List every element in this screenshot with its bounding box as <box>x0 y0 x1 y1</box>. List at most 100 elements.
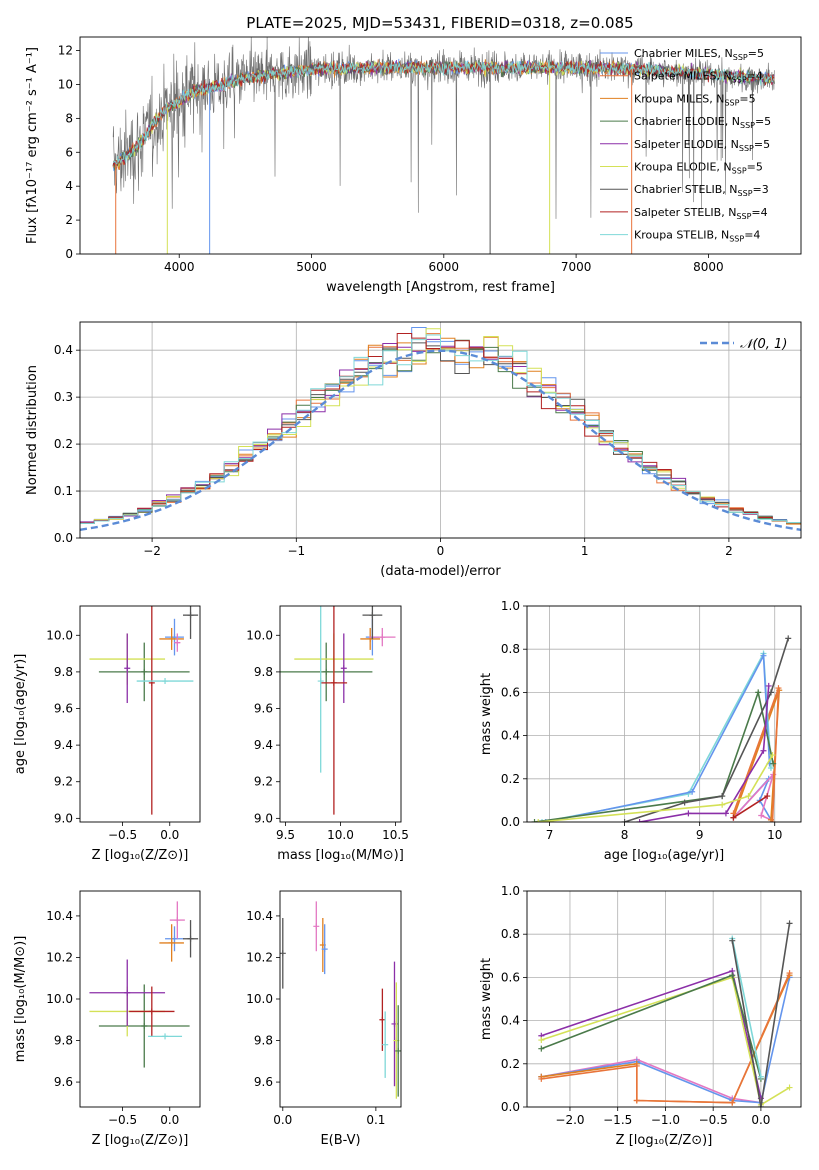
x-tick-label: 0 <box>437 544 445 558</box>
plot-area <box>89 606 199 815</box>
data-point-6 <box>148 1008 155 1015</box>
y-tick-label: 9.8 <box>254 665 273 679</box>
series-line-5 <box>541 976 790 1107</box>
legend-label-name: Chabrier STELIB, N <box>634 183 738 196</box>
legend-label-sub: SSP <box>724 98 739 107</box>
data-point-7 <box>162 1033 169 1040</box>
y-axis-label: Normed distribution <box>25 365 40 495</box>
y-tick-label: 9.6 <box>254 1075 273 1089</box>
data-point-5 <box>382 1041 389 1048</box>
y-tick-label: 0.2 <box>54 437 73 451</box>
legend-label-name: Chabrier MILES, N <box>634 47 733 60</box>
legend-label-sub: SSP <box>732 76 747 85</box>
y-tick-label: 9.2 <box>54 775 73 789</box>
model-line-8 <box>112 59 775 165</box>
y-tick-label: 0.8 <box>501 927 520 941</box>
y-tick-label: 0 <box>65 247 73 261</box>
y-tick-label: 9.6 <box>54 1075 73 1089</box>
data-point-7 <box>317 678 324 685</box>
axes-frame <box>79 36 802 255</box>
x-tick-label: 2 <box>725 544 733 558</box>
data-point-4 <box>379 1016 386 1023</box>
y-tick-label: 10.4 <box>246 909 273 923</box>
y-tick-label: 10.0 <box>46 992 73 1006</box>
legend-label: Chabrier ELODIE, NSSP=5 <box>634 115 771 130</box>
x-tick-label: 0.1 <box>366 1113 385 1127</box>
x-tick-label: 10.0 <box>327 828 354 842</box>
series-marker <box>786 1084 793 1091</box>
x-tick-label: 7000 <box>561 260 592 274</box>
y-tick-label: 0.4 <box>54 343 73 357</box>
y-tick-label: 0.0 <box>501 1100 520 1114</box>
y-axis-label: mass weight <box>479 673 494 755</box>
figure-title: PLATE=2025, MJD=53431, FIBERID=0318, z=0… <box>246 14 633 32</box>
legend-label-name: Salpeter MILES, N <box>634 70 732 83</box>
series-marker <box>729 972 736 979</box>
series-marker <box>538 1075 545 1082</box>
y-tick-label: 9.6 <box>254 702 273 716</box>
series-line-7 <box>731 938 762 1077</box>
series-marker <box>757 1073 764 1080</box>
legend-label: Salpeter STELIB, NSSP=4 <box>634 206 768 221</box>
legend-label-name: Kroupa ELODIE, N <box>634 161 732 174</box>
x-tick-label: 0.0 <box>751 1113 770 1127</box>
axes-frame <box>526 890 802 1108</box>
legend-label: Kroupa MILES, NSSP=5 <box>634 92 756 107</box>
x-tick-label: −0.5 <box>699 1113 728 1127</box>
legend-label-name: Salpeter ELODIE, N <box>634 138 739 151</box>
y-tick-label: 9.4 <box>54 738 73 752</box>
legend-label-sub: SSP <box>732 167 747 176</box>
series-marker <box>760 747 767 754</box>
y-tick-label: 10.0 <box>246 628 273 642</box>
x-tick-label: −0.5 <box>108 828 137 842</box>
y-tick-label: 0.6 <box>501 685 520 699</box>
series-marker <box>538 1045 545 1052</box>
data-point-3 <box>321 946 328 953</box>
series-marker <box>621 819 628 822</box>
x-axis-label: Z [log₁₀(Z/Z⊙)] <box>616 1133 713 1148</box>
x-axis-label: Z [log₁₀(Z/Z⊙)] <box>92 1133 189 1148</box>
x-axis-label: Z [log₁₀(Z/Z⊙)] <box>92 848 189 863</box>
series-line-0 <box>541 1058 762 1104</box>
series-marker <box>730 814 737 821</box>
legend-label-name: Salpeter STELIB, N <box>634 206 736 219</box>
series-marker <box>775 685 782 692</box>
plot-area <box>89 901 199 1068</box>
axes-frame <box>526 605 802 823</box>
legend-label-tail: =4 <box>751 206 767 219</box>
legend-label: Chabrier MILES, NSSP=5 <box>634 47 764 62</box>
y-tick-label: 0.0 <box>501 815 520 829</box>
legend-label: Chabrier STELIB, NSSP=3 <box>634 183 769 198</box>
series-marker <box>633 1097 640 1104</box>
y-axis-label: mass weight <box>479 958 494 1040</box>
plot-area <box>80 327 801 531</box>
data-point-3 <box>323 668 330 675</box>
plot-area <box>531 635 792 822</box>
mass-vs-metallicity-panel: −0.5 0.0 9.6 9.8 10.0 10.2 10.4 Z [log₁₀(Z/Z⊙)]… <box>13 890 201 1148</box>
x-tick-label: −2 <box>143 544 161 558</box>
y-tick-label: 1.0 <box>501 599 520 613</box>
data-point-8 <box>187 935 194 942</box>
x-tick-label: 1 <box>581 544 589 558</box>
age-vs-mass-panel: 9.5 10.0 10.5 9.0 9.2 9.4 9.6 9.8 10.0 mass [log₁… <box>246 605 409 863</box>
y-tick-label: 9.8 <box>54 1034 73 1048</box>
legend-label-tail: =5 <box>747 161 763 174</box>
x-tick-label: 0.0 <box>273 1113 292 1127</box>
data-point-3 <box>141 1023 148 1029</box>
data-point-0 <box>171 935 178 942</box>
legend-label: Kroupa STELIB, NSSP=4 <box>634 229 760 244</box>
series-line-10 <box>732 795 768 819</box>
data-point-8 <box>395 1047 401 1054</box>
y-tick-label: 0.4 <box>501 729 520 743</box>
y-tick-label: 0.1 <box>54 484 73 498</box>
y-tick-label: 9.8 <box>254 1034 273 1048</box>
series-marker <box>770 760 777 767</box>
y-tick-label: 2 <box>65 213 73 227</box>
series-marker <box>767 765 774 771</box>
legend-label-tail: =3 <box>753 183 769 196</box>
series-line-8 <box>639 685 770 822</box>
x-tick-label: −1.0 <box>651 1113 680 1127</box>
series-marker <box>719 793 726 800</box>
series-marker <box>765 682 772 689</box>
